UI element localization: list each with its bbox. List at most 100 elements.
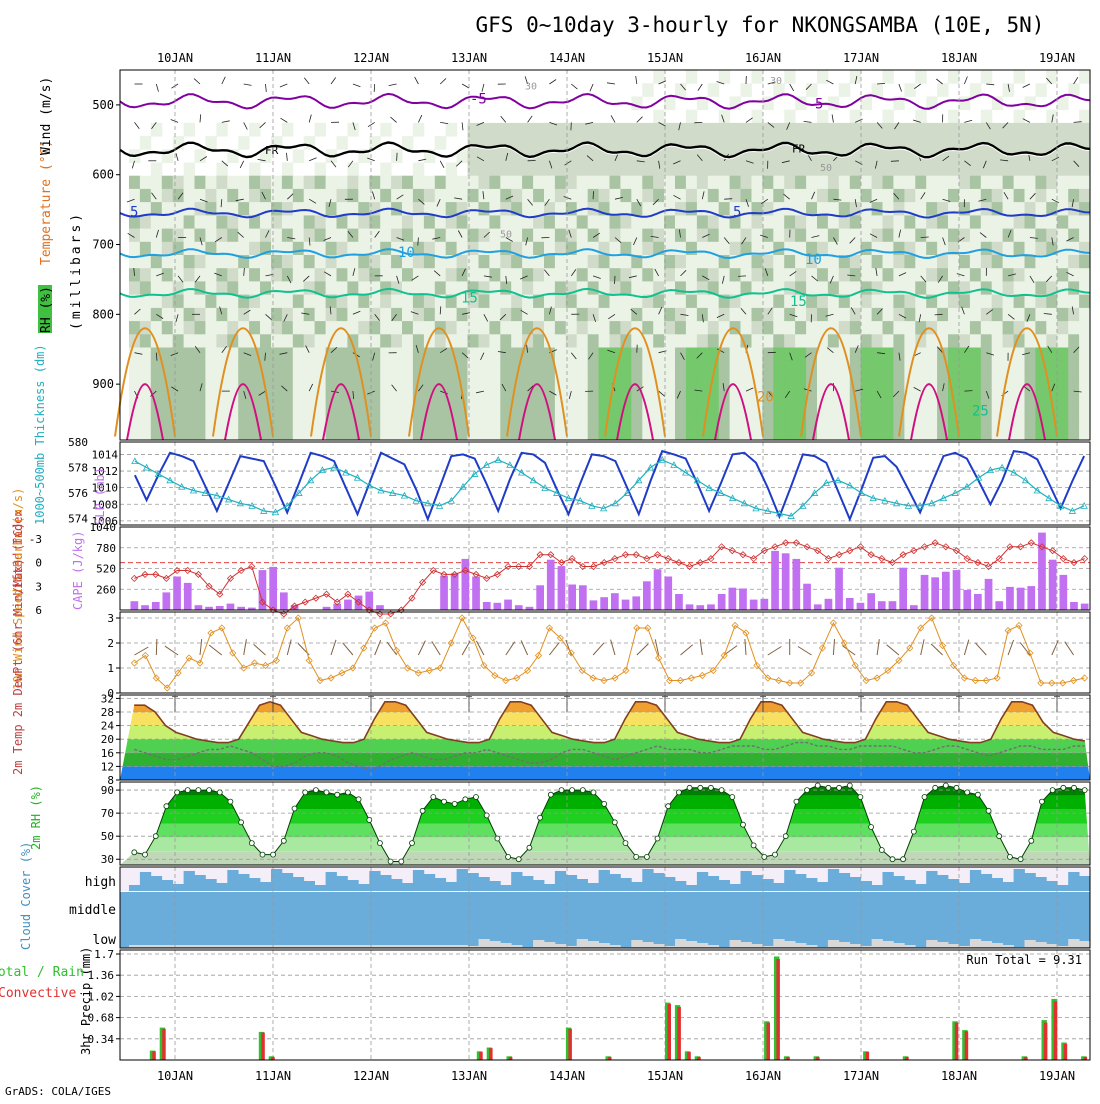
cloud-high-bar [304,881,315,891]
rh-cell [893,295,904,309]
rh-cell [500,189,511,203]
cloud-low-bar [511,945,522,947]
rh-cell [664,242,675,256]
rh-cell [424,295,435,309]
rh-cell [719,242,730,256]
cloud-high-bar [358,884,369,891]
rh-cell [599,268,610,282]
rh-cell [697,374,708,388]
cape-bar [835,568,843,610]
rh-cell [806,176,817,190]
rh-cell [511,123,522,137]
rh-cell [577,308,588,322]
rh-cell [424,268,435,282]
rh-cell [402,334,413,348]
rh-cell [479,295,490,309]
cloud-high-bar [610,874,621,891]
rh-cell [380,215,391,229]
cloud-high-bar [315,885,326,891]
rh-cell [1035,136,1046,150]
cloud-low-bar [839,942,850,947]
rh-point [463,797,468,802]
rh-cell [457,176,468,190]
precip-convective-bar [866,1052,870,1060]
rh-cell [653,295,664,309]
day-label-bottom: 19JAN [1039,1069,1075,1083]
rh-cell [435,427,446,441]
rh-cell [697,361,708,375]
cloud-low-bar [249,945,260,947]
rh-cell [282,361,293,375]
rh-cell [948,189,959,203]
rh-cell [741,334,752,348]
rh-cell [883,123,894,137]
rh-cell [719,308,730,322]
rh-cell [205,361,216,375]
rh-cell [839,215,850,229]
rh-cell [773,123,784,137]
rh-cell [730,176,741,190]
rh-cell [588,374,599,388]
cloud-low-bar [675,939,686,947]
rh-bands [120,782,1090,865]
rh-cell [872,321,883,335]
rh-cell [1003,281,1014,295]
rh-cell [642,374,653,388]
cape-bar [953,570,961,610]
rh-cell [610,308,621,322]
wind-barb [833,639,834,655]
rh-cell [577,427,588,441]
rh-cell [446,374,457,388]
rh-cell [249,281,260,295]
rh-cell [762,321,773,335]
rh-cell [620,176,631,190]
cloud-low-bar [1046,944,1057,947]
rh-cell [675,202,686,216]
rh-point [644,854,649,859]
rh-cell [227,308,238,322]
rh-cell [260,334,271,348]
cape-bar [857,603,865,610]
rh-cell [489,123,500,137]
rh-cell [413,281,424,295]
rh-cell [195,321,206,335]
rh-cell [533,229,544,243]
rh-cell [391,281,402,295]
rh-cell [861,321,872,335]
rh-cell [817,374,828,388]
rh-cell [151,215,162,229]
rh-point [965,790,970,795]
wind-barb [156,639,157,655]
rh-cell [293,149,304,163]
rh-cell [293,268,304,282]
cloud-low-bar [566,946,577,947]
rh-cell [326,189,337,203]
rh-cell [970,295,981,309]
cloud-high-bar [129,885,140,891]
rh-point [986,808,991,813]
rh-cell [413,176,424,190]
rh-cell [1014,242,1025,256]
rh-cell [664,414,675,428]
cape-bar [1070,602,1078,610]
rh-cell [631,189,642,203]
rh-cell [806,189,817,203]
rh-cell [413,321,424,335]
cape-bar [600,597,608,610]
cloud-high-bar [544,884,555,891]
cloud-high-bar [195,875,206,891]
rh-cell [140,176,151,190]
rh-cell [686,110,697,124]
rh-cell [861,295,872,309]
rh-cell [195,268,206,282]
cloud-high-bar [380,875,391,891]
cloud-high-bar [872,885,883,891]
rh-point [570,788,575,793]
isoline-label: 10 [805,252,822,268]
rh-cell [828,361,839,375]
cloud-high-bar [828,869,839,891]
rh-cell [773,268,784,282]
cloud-high-bar [653,873,664,891]
rh-cell [620,268,631,282]
